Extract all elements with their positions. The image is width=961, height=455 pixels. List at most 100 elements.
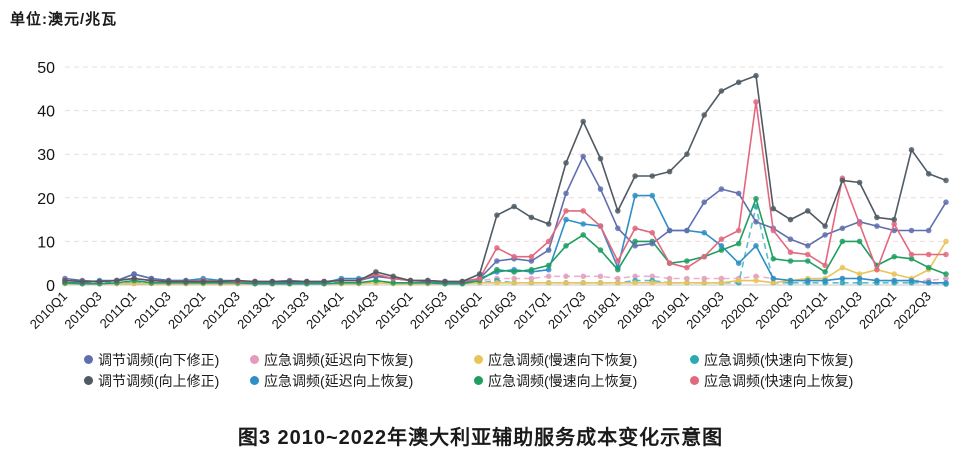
data-point <box>563 216 569 223</box>
data-point <box>753 277 759 284</box>
data-point <box>649 280 656 286</box>
data-point <box>597 186 604 192</box>
data-point <box>874 277 880 284</box>
legend-dot-icon <box>690 376 699 385</box>
data-point <box>390 273 397 280</box>
data-point <box>666 168 673 175</box>
data-point <box>684 227 690 234</box>
x-tick-label: 2011Q1 <box>97 289 140 332</box>
data-point <box>684 151 690 157</box>
data-point <box>632 238 638 245</box>
legend-label: 应急调频(慢速向下恢复) <box>488 351 638 368</box>
x-tick-label: 2013Q3 <box>269 289 312 332</box>
legend-item: 调节调频(向上修正) <box>84 371 250 391</box>
data-point <box>753 219 759 225</box>
data-point <box>425 277 431 284</box>
x-tick-label: 2018Q3 <box>614 289 657 332</box>
data-point <box>718 247 725 253</box>
data-point <box>615 258 621 264</box>
y-tick-label: 20 <box>37 191 55 208</box>
data-point <box>494 212 500 218</box>
legend-label: 应急调频(延迟向下恢复) <box>264 351 414 368</box>
data-point <box>735 190 742 197</box>
data-point <box>597 155 604 162</box>
data-point <box>649 173 656 179</box>
data-point <box>304 278 310 285</box>
series-line-2 <box>65 240 947 285</box>
data-point <box>183 278 189 285</box>
data-point <box>891 253 897 260</box>
data-point <box>563 160 569 166</box>
data-point <box>856 179 863 186</box>
data-point <box>390 280 397 286</box>
data-point <box>943 271 949 277</box>
data-point <box>321 278 327 285</box>
data-point <box>770 227 777 234</box>
data-point <box>701 275 707 282</box>
data-point <box>459 278 466 285</box>
legend-item: 应急调频(延迟向下恢复) <box>250 350 474 370</box>
data-point <box>718 88 725 94</box>
y-tick-label: 30 <box>37 147 55 164</box>
data-point <box>545 280 552 286</box>
data-point <box>891 277 897 284</box>
data-point <box>943 275 949 282</box>
y-tick-label: 0 <box>46 278 55 295</box>
data-point <box>753 99 759 105</box>
data-point <box>925 171 932 177</box>
legend-dot-icon <box>690 355 699 364</box>
data-point <box>735 240 742 247</box>
data-point <box>494 258 500 264</box>
data-point <box>701 280 707 286</box>
data-point <box>666 280 673 286</box>
chart-legend: 调节调频(向下修正) 应急调频(延迟向下恢复) 应急调频(慢速向下恢复) 应急调频(快… <box>84 349 944 391</box>
data-point <box>822 223 828 229</box>
data-point <box>545 262 552 269</box>
data-point <box>597 280 604 286</box>
data-point <box>148 277 155 284</box>
data-point <box>511 203 517 210</box>
data-point <box>908 255 915 262</box>
data-point <box>925 264 932 271</box>
data-point <box>770 205 777 212</box>
data-point <box>753 72 759 79</box>
data-point <box>856 271 863 277</box>
legend-item: 应急调频(快速向上恢复) <box>690 371 944 391</box>
data-point <box>165 278 172 285</box>
data-point <box>805 277 811 284</box>
data-point <box>718 275 725 282</box>
y-tick-label: 40 <box>37 104 55 121</box>
x-tick-label: 2013Q1 <box>234 289 277 332</box>
data-point <box>839 177 846 184</box>
data-point <box>874 214 880 221</box>
x-tick-label: 2010Q1 <box>27 289 70 332</box>
data-point <box>735 277 742 284</box>
data-point <box>528 253 535 260</box>
x-tick-label: 2019Q3 <box>683 289 726 332</box>
figure-caption: 图3 2010~2022年澳大利亚辅助服务成本变化示意图 <box>237 427 724 449</box>
data-point <box>511 280 517 286</box>
x-tick-label: 2012Q1 <box>165 289 208 332</box>
data-point <box>908 251 915 258</box>
data-point <box>822 269 828 275</box>
data-point <box>62 277 68 284</box>
data-point <box>528 266 535 273</box>
data-point <box>787 258 794 264</box>
legend-label: 应急调频(延迟向上恢复) <box>264 372 414 389</box>
data-point <box>632 243 638 249</box>
series-line-1 <box>65 205 947 285</box>
data-point <box>908 227 915 234</box>
data-point <box>943 238 949 245</box>
data-point <box>580 280 586 286</box>
data-point <box>701 112 707 118</box>
data-point <box>615 275 621 282</box>
x-tick-label: 2016Q3 <box>476 289 519 332</box>
data-point <box>822 232 828 238</box>
data-point <box>545 273 552 280</box>
y-tick-label: 10 <box>37 234 55 251</box>
data-point <box>597 247 604 253</box>
data-point <box>943 251 949 258</box>
line-chart: 010203040502010Q12010Q32011Q12011Q32012Q… <box>27 60 949 332</box>
data-point <box>753 273 759 280</box>
